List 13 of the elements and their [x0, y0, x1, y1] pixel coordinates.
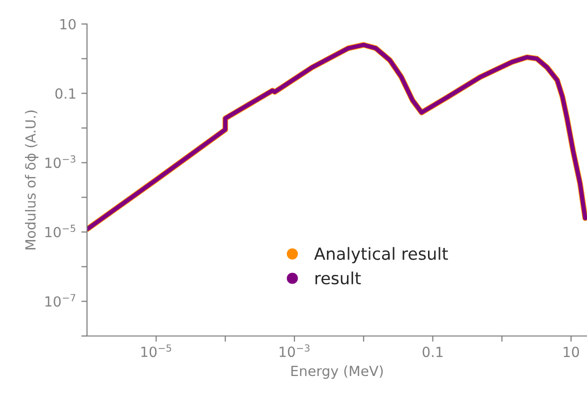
y-tick-label: 10$^{−5}$ — [45, 224, 76, 238]
y-axis-title: Modulus of δϕ (A.U.) — [24, 110, 38, 250]
x-tick-label: 10 — [564, 346, 579, 358]
x-tick-label: 0.1 — [422, 346, 443, 358]
y-tick-label: 10 — [60, 18, 76, 30]
legend-label: Analytical result — [314, 247, 448, 264]
y-tick-label: 10$^{−3}$ — [45, 155, 76, 168]
y-tick-label: 0.1 — [55, 88, 76, 99]
legend-label: result — [316, 272, 361, 284]
y-tick-label: 10$^{−7}$ — [45, 294, 76, 307]
x-axis-title: Energy (MeV) — [291, 365, 383, 379]
x-tick-label: 10$^{−5}$ — [141, 344, 172, 358]
x-tick-label: 10$^{−3}$ — [280, 344, 310, 358]
